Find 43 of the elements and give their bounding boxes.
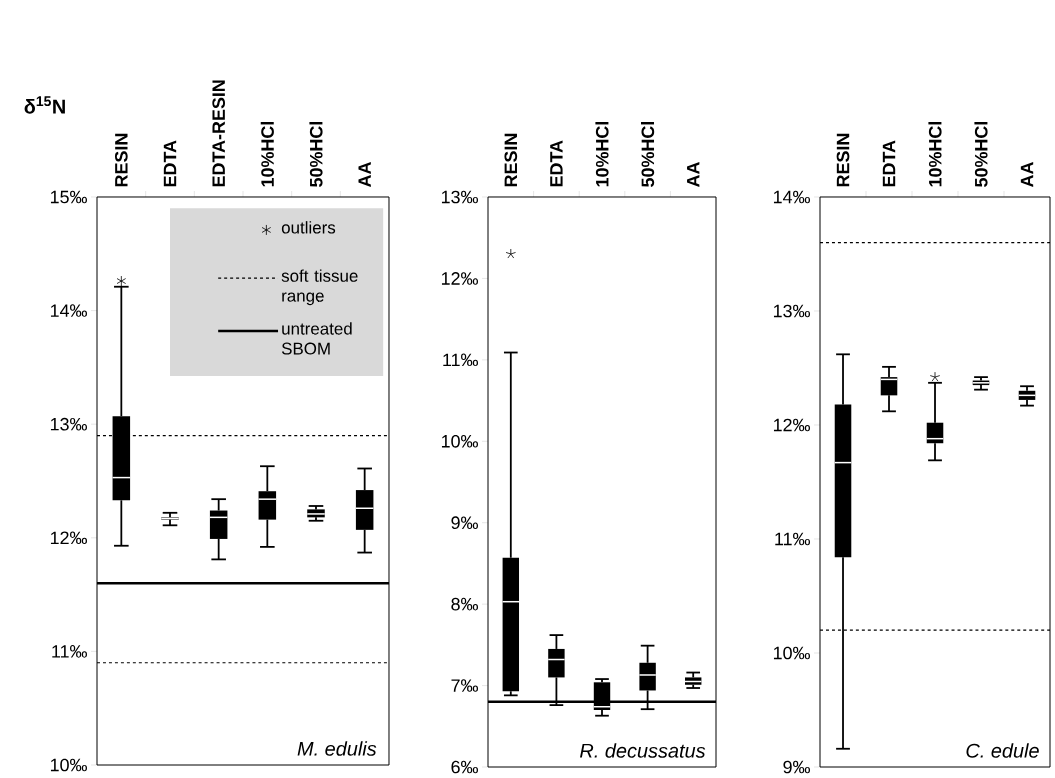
x-tick-label: 50%HCl	[309, 121, 323, 187]
x-tick-label: AA	[358, 162, 371, 188]
y-tick-label: 7‰	[451, 679, 478, 692]
x-tick-label: EDTA-RESIN	[212, 80, 226, 187]
y-tick-label: 15‰	[50, 190, 87, 204]
y-tick-label: 11‰	[52, 645, 87, 658]
x-tick-label: RESIN	[504, 133, 518, 187]
y-tick-label: 6‰	[451, 760, 478, 774]
y-tick-label: 8‰	[451, 597, 478, 611]
legend-label: soft tissue range	[281, 269, 358, 306]
annotation: R. decussatus	[580, 743, 706, 758]
x-tick-label: RESIN	[836, 133, 850, 187]
x-tick-label: AA	[1020, 162, 1034, 188]
x-tick-label: 50%HCl	[641, 121, 655, 187]
y-tick-label: 9‰	[451, 516, 478, 530]
y-tick-label: 10‰	[50, 758, 87, 772]
legend-label: untreated SBOM	[281, 322, 352, 355]
y-tick-label: 10‰	[441, 434, 478, 448]
y-tick-label: 14‰	[50, 304, 87, 317]
legend-label: outliers	[281, 221, 336, 234]
y-tick-label: 13‰	[773, 304, 810, 318]
y-tick-label: 11‰	[443, 353, 478, 367]
annotation: M. edulis	[297, 741, 377, 756]
y-tick-label: 9‰	[783, 760, 811, 774]
x-tick-label: RESIN	[114, 133, 128, 187]
y-tick-label: 11‰	[775, 532, 811, 546]
x-tick-label: EDTA	[163, 140, 177, 187]
annotation: C. edule	[966, 743, 1039, 758]
x-tick-label: 10%HCl	[595, 121, 609, 187]
x-tick-label: 10%HCl	[260, 121, 274, 187]
x-tick-label: AA	[687, 162, 700, 188]
x-tick-label: EDTA	[882, 140, 896, 187]
y-tick-label: 14‰	[773, 190, 810, 204]
x-tick-label: 50%HCl	[974, 121, 988, 187]
y-axis-title: δ$^{15}$N	[24, 96, 65, 114]
y-tick-label: 13‰	[50, 417, 87, 431]
y-tick-label: 12‰	[441, 272, 478, 285]
y-tick-label: 13‰	[441, 190, 478, 204]
y-tick-label: 12‰	[50, 531, 87, 545]
x-tick-label: EDTA	[550, 140, 563, 187]
x-tick-label: 10%HCl	[928, 121, 942, 187]
y-tick-label: 12‰	[773, 418, 810, 432]
y-tick-label: 10‰	[773, 646, 810, 660]
